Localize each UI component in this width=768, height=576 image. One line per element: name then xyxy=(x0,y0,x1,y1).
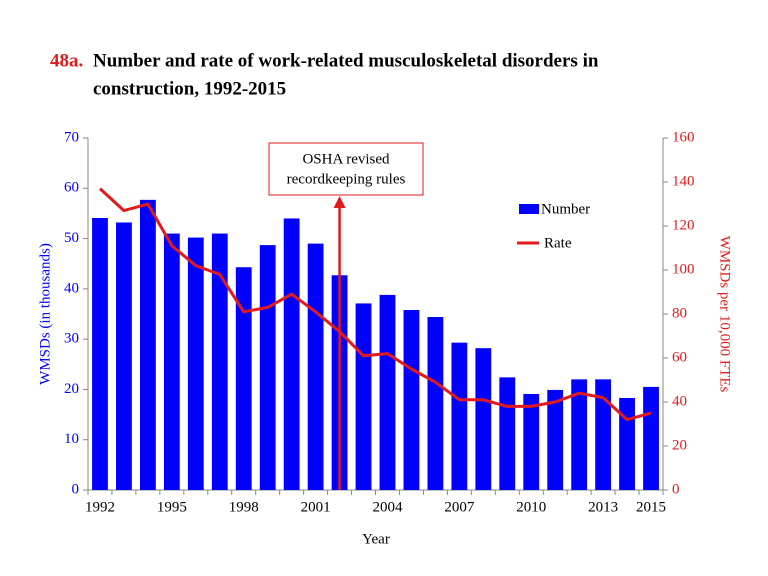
line xyxy=(98,187,652,422)
x-tick-label: 2004 xyxy=(372,499,403,515)
bar xyxy=(235,267,252,490)
y2-axis-label: WMSDs per 10,000 FTEs xyxy=(717,236,733,393)
legend-swatch xyxy=(519,204,539,214)
bar xyxy=(619,397,635,490)
y2-tick-label: 80 xyxy=(672,305,687,321)
bar xyxy=(139,199,156,490)
bar xyxy=(379,294,396,490)
x-tick-label: 2010 xyxy=(516,499,546,515)
bar xyxy=(451,342,468,490)
y-tick-label: 70 xyxy=(64,129,79,145)
bar xyxy=(427,317,444,490)
bar xyxy=(595,379,612,490)
bar xyxy=(92,217,108,490)
annotation-arrowhead xyxy=(333,196,346,208)
bar xyxy=(643,386,659,490)
bar xyxy=(355,303,372,490)
y2-tick-label: 20 xyxy=(672,437,687,453)
chart-title-line2: construction, 1992-2015 xyxy=(93,78,286,99)
bar xyxy=(571,379,588,490)
bar xyxy=(523,393,540,490)
bar xyxy=(475,348,492,490)
y-tick-label: 60 xyxy=(64,180,79,196)
bar xyxy=(116,222,132,491)
y-tick-label: 10 xyxy=(64,431,79,447)
bar xyxy=(403,309,420,490)
annotation-line: recordkeeping rules xyxy=(287,171,406,187)
x-tick-label: 1995 xyxy=(157,499,187,515)
bar xyxy=(211,233,228,491)
y2-tick-label: 160 xyxy=(672,129,695,145)
bar xyxy=(283,218,300,490)
bar xyxy=(499,377,516,490)
y-tick-label: 20 xyxy=(64,381,79,397)
annotation-line: OSHA revised xyxy=(302,151,390,167)
y2-tick-label: 140 xyxy=(672,173,695,189)
bar xyxy=(163,233,180,491)
y2-tick-label: 40 xyxy=(672,393,687,409)
x-tick-label: 2007 xyxy=(444,499,475,515)
y2-tick-label: 60 xyxy=(672,349,687,365)
y2-tick-label: 100 xyxy=(672,261,695,277)
x-tick-label: 2013 xyxy=(588,499,618,515)
figure-number: 48a. xyxy=(50,50,83,71)
annotation-box xyxy=(268,142,424,196)
legend-label: Number xyxy=(541,201,590,217)
y2-tick-label: 120 xyxy=(672,217,695,233)
bar xyxy=(307,243,324,490)
x-tick-label: 2015 xyxy=(636,499,666,515)
y-tick-label: 50 xyxy=(64,230,79,246)
y-tick-label: 0 xyxy=(72,481,80,497)
y2-tick-label: 0 xyxy=(672,481,680,497)
y-tick-label: 40 xyxy=(64,280,79,296)
y-tick-label: 30 xyxy=(64,331,79,347)
x-tick-label: 1998 xyxy=(229,499,259,515)
bar xyxy=(547,389,564,490)
x-axis-label: Year xyxy=(362,531,390,547)
bar xyxy=(187,237,204,490)
x-tick-label: 1992 xyxy=(85,499,115,515)
x-tick-label: 2001 xyxy=(301,499,331,515)
legend-label: Rate xyxy=(544,235,572,251)
y-axis-label: WMSDs (in thousands) xyxy=(37,243,53,385)
chart-title: Number and rate of work-related musculos… xyxy=(93,50,599,71)
bar xyxy=(259,245,276,490)
